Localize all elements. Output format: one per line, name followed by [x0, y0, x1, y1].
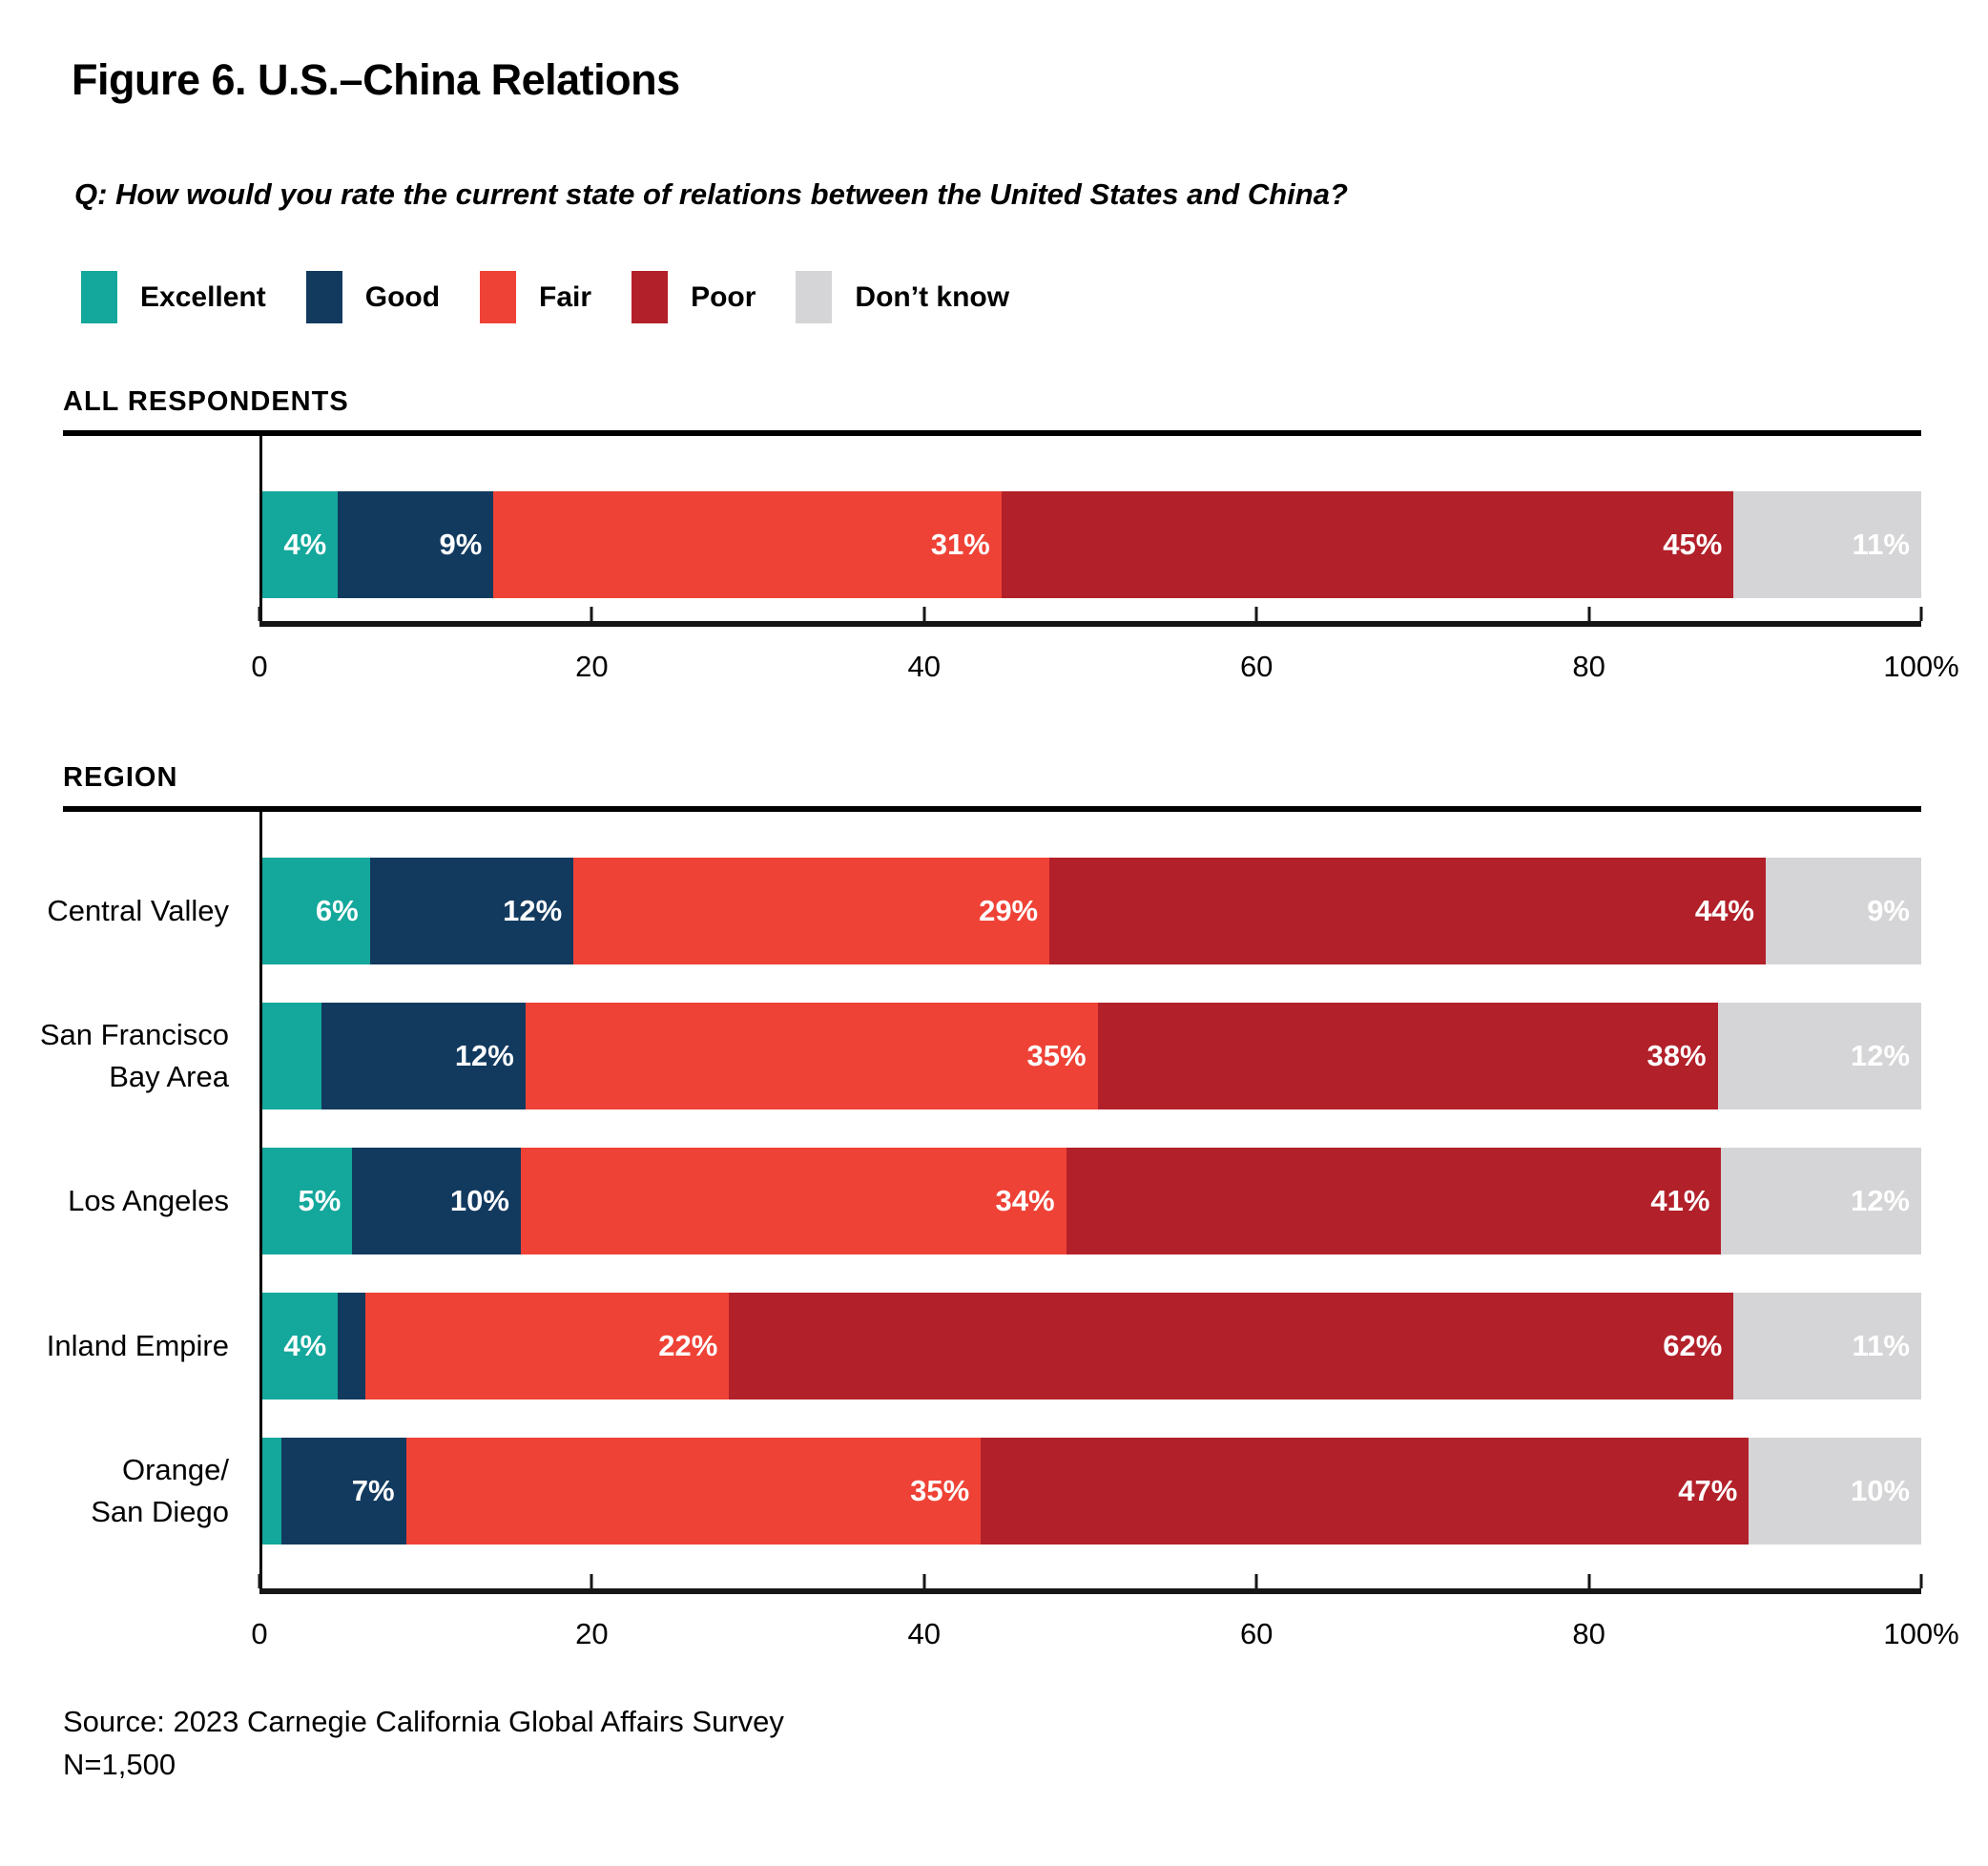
segment-fair: 35%: [405, 1438, 982, 1545]
row-label-inland-empire: Inland Empire: [46, 1328, 229, 1362]
segment-don-t-know: 12%: [1721, 1148, 1921, 1254]
axis-tick-label: 0: [251, 650, 268, 683]
chart-all-respondents: 4% 9% 31% 45% 11% 0 20 40 60 80 100%: [251, 436, 1959, 695]
bar-row-all-respondents: 4% 9% 31% 45% 11%: [262, 491, 1921, 598]
axis-tick-label: 100%: [1883, 1617, 1959, 1650]
axis-tick: [1587, 607, 1591, 621]
segment-excellent: 6%: [262, 858, 370, 964]
legend-item-poor: Poor: [632, 271, 756, 323]
segment-poor: 45%: [1001, 491, 1734, 598]
section-heading-all-respondents: ALL RESPONDENTS: [63, 386, 1921, 436]
segment-good: 10%: [352, 1148, 521, 1254]
segment-excellent: 4%: [262, 491, 339, 598]
axis-tick: [922, 607, 926, 621]
legend-label: Don’t know: [855, 280, 1010, 313]
segment-fair: 35%: [525, 1003, 1098, 1109]
legend-label: Fair: [539, 280, 592, 313]
legend-swatch-excellent: [81, 271, 117, 323]
source-note: Source: 2023 Carnegie California Global …: [63, 1705, 784, 1738]
axis-tick: [922, 1574, 926, 1588]
figure-footer: Source: 2023 Carnegie California Global …: [63, 1701, 1921, 1787]
axis-tick: [590, 1574, 593, 1588]
segment-fair: 34%: [520, 1148, 1066, 1254]
segment-don-t-know: 9%: [1765, 858, 1921, 964]
bar-rows: Central Valley 6% 12% 29% 44% 9% San Francisco…: [40, 812, 1922, 1588]
segment-good: 12%: [321, 1003, 526, 1109]
bar-rows: 4% 9% 31% 45% 11%: [259, 436, 1921, 621]
bar-row-orange-san-diego: Orange/ San Diego 7% 35% 47% 10%: [91, 1438, 1922, 1545]
axis-tick-label: 20: [575, 650, 609, 683]
segment-fair: 22%: [364, 1293, 730, 1400]
chart-region: Central Valley 6% 12% 29% 44% 9% San Francisco…: [40, 812, 1959, 1663]
segment-poor: 44%: [1049, 858, 1766, 964]
segment-poor: 41%: [1066, 1148, 1722, 1254]
segment-don-t-know: 10%: [1749, 1438, 1922, 1545]
x-axis: 0 20 40 60 80 100%: [251, 1574, 1959, 1663]
section-all-respondents: ALL RESPONDENTS 4% 9% 31% 45% 11% 0 20 40 60 80 1…: [63, 386, 1959, 695]
segment-fair: 29%: [573, 858, 1050, 964]
axis-tick-label: 40: [907, 1617, 942, 1650]
segment-good: [338, 1293, 365, 1400]
axis-tick: [1587, 1574, 1591, 1588]
axis-tick-label: 40: [907, 650, 942, 683]
bar-row-los-angeles: Los Angeles 5% 10% 34% 41% 12%: [68, 1148, 1921, 1254]
legend-label: Excellent: [140, 280, 266, 313]
segment-excellent: [262, 1438, 282, 1545]
axis-tick-label: 80: [1572, 650, 1605, 683]
segment-don-t-know: 11%: [1733, 1293, 1921, 1400]
axis-tick-label: 80: [1572, 1617, 1605, 1650]
axis-tick: [590, 607, 593, 621]
axis-tick: [1919, 1574, 1923, 1588]
sample-size-note: N=1,500: [63, 1747, 176, 1781]
legend-swatch-good: [305, 271, 342, 323]
legend-label: Good: [364, 280, 441, 313]
axis-tick-label: 100%: [1883, 650, 1959, 683]
legend-item-excellent: Excellent: [81, 271, 266, 323]
legend-item-fair: Fair: [480, 271, 591, 323]
row-label-central-valley: Central Valley: [47, 893, 229, 927]
row-label-orange-san-diego: Orange/ San Diego: [91, 1452, 229, 1528]
segment-excellent: [262, 1003, 322, 1109]
segment-excellent: 5%: [262, 1148, 353, 1254]
x-axis: 0 20 40 60 80 100%: [251, 607, 1959, 695]
bar-row-inland-empire: Inland Empire 4% 22% 62% 11%: [47, 1293, 1921, 1400]
legend-label: Poor: [691, 280, 756, 313]
legend-swatch-fair: [480, 271, 517, 323]
segment-poor: 62%: [729, 1293, 1734, 1400]
axis-tick: [258, 1574, 261, 1588]
axis-tick-label: 60: [1239, 650, 1274, 683]
segment-poor: 47%: [981, 1438, 1750, 1545]
row-label-los-angeles: Los Angeles: [68, 1183, 229, 1217]
segment-fair: 31%: [493, 491, 1002, 598]
section-region: REGION Central Valley 6% 12% 29% 44% 9% San Fr…: [40, 762, 1959, 1663]
bar-row-central-valley: Central Valley 6% 12% 29% 44% 9%: [47, 858, 1921, 964]
segment-don-t-know: 12%: [1717, 1003, 1922, 1109]
segment-good: 12%: [369, 858, 574, 964]
segment-don-t-know: 11%: [1733, 491, 1921, 598]
legend: Excellent Good Fair Poor Don’t know: [81, 271, 1921, 323]
axis-tick-label: 20: [575, 1617, 609, 1650]
axis-tick: [1919, 607, 1923, 621]
segment-good: 7%: [281, 1438, 406, 1545]
legend-item-good: Good: [305, 271, 441, 323]
segment-good: 9%: [338, 491, 494, 598]
row-label-san-francisco-bay-area: San Francisco Bay Area: [39, 1017, 229, 1093]
bar-row-san-francisco-bay-area: San Francisco Bay Area 12% 35% 38% 12%: [40, 1003, 1922, 1109]
axis-tick-label: 0: [251, 1617, 268, 1650]
axis-tick: [258, 607, 261, 621]
legend-swatch-don-t-know: [796, 271, 833, 323]
legend-swatch-poor: [632, 271, 669, 323]
axis-tick: [1254, 607, 1258, 621]
axis-tick: [1254, 1574, 1258, 1588]
segment-excellent: 4%: [262, 1293, 339, 1400]
axis-tick-label: 60: [1239, 1617, 1274, 1650]
section-heading-region: REGION: [63, 762, 1921, 812]
legend-item-don-t-know: Don’t know: [796, 271, 1009, 323]
segment-poor: 38%: [1097, 1003, 1718, 1109]
question-text: Q: How would you rate the current state …: [74, 177, 1348, 211]
figure-title: Figure 6. U.S.–China Relations: [72, 55, 680, 104]
